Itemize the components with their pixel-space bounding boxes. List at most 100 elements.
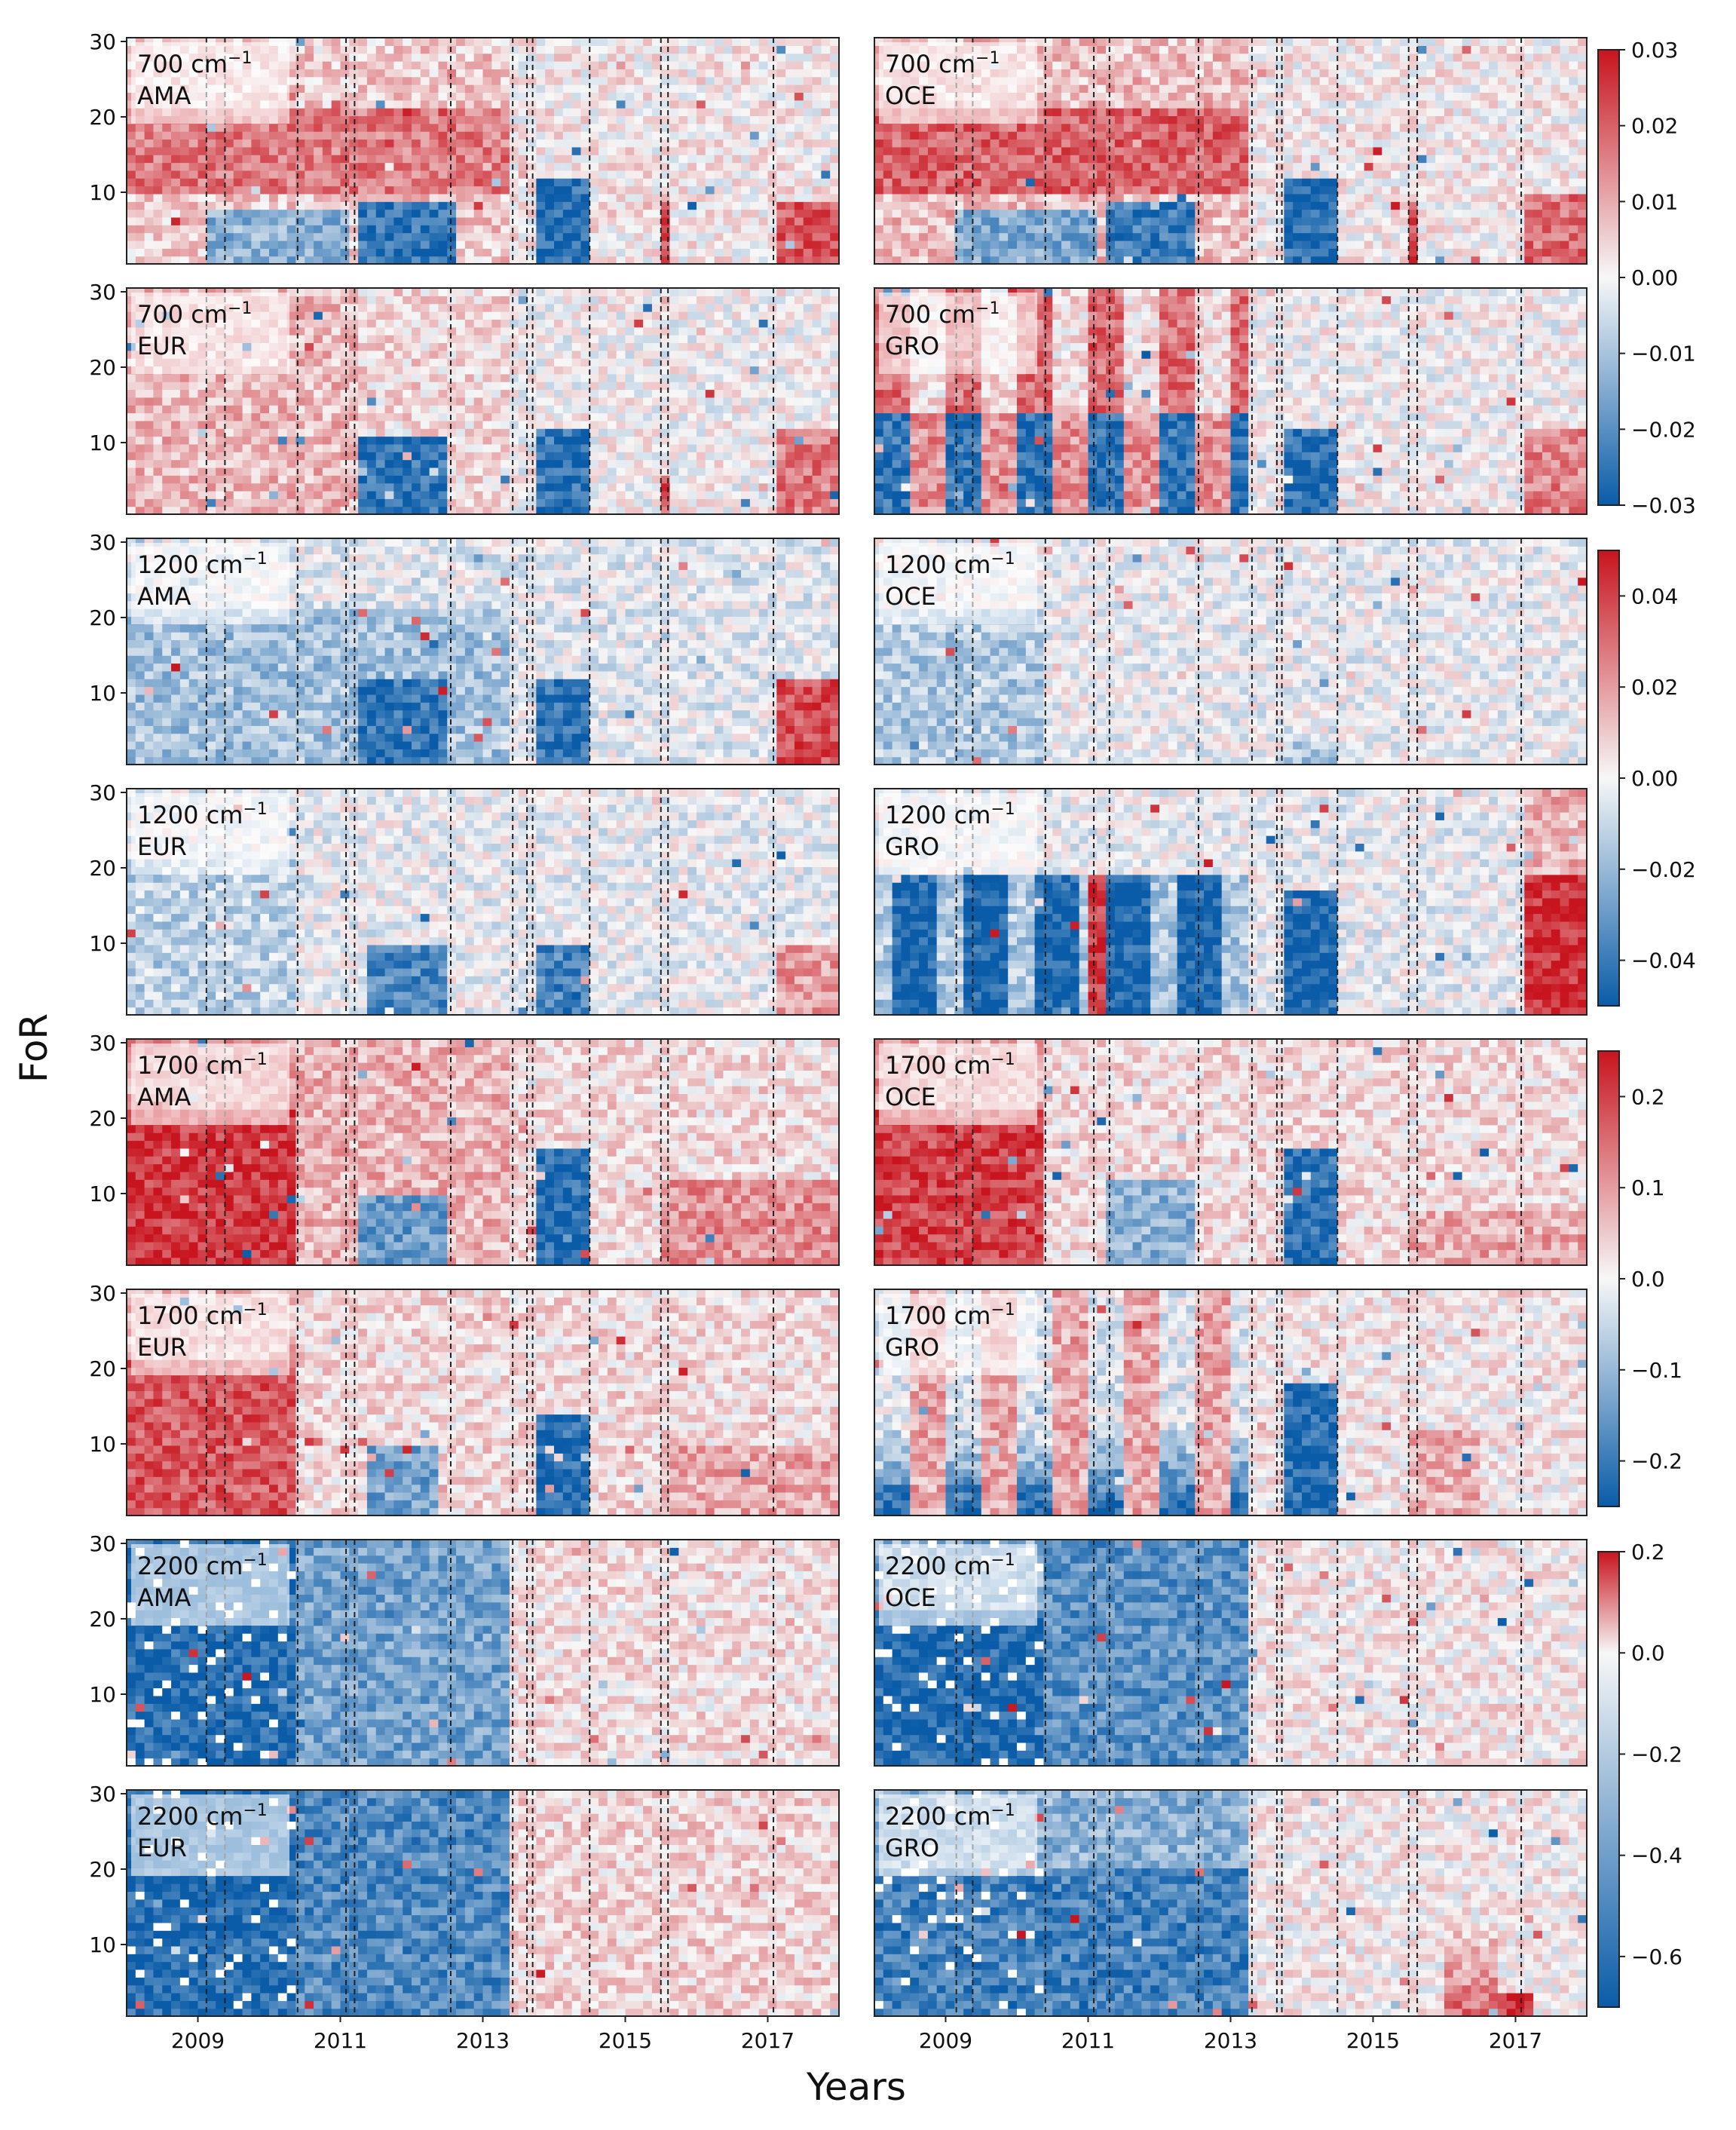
heatmap-cell [358,147,367,155]
heatmap-cell [260,201,269,210]
heatmap-cell [189,178,198,186]
heatmap-cell [376,77,385,85]
heatmap-cell [474,163,483,171]
heatmap-cell [207,163,216,171]
heatmap-cell [456,178,465,186]
heatmap-cell [332,225,341,233]
heatmap-cell [367,69,376,77]
heatmap-cell [447,147,456,155]
heatmap-cell [332,38,341,46]
heatmap-cell [447,225,456,233]
heatmap-cell [323,225,332,233]
heatmap-cell [358,170,367,179]
heatmap-cell [251,210,260,218]
heatmap-cell [421,84,430,93]
heatmap-cell [332,210,341,218]
heatmap-cell [430,139,439,147]
heatmap-cell [465,139,474,147]
heatmap-cell [225,210,234,218]
heatmap-cell [305,124,314,132]
heatmap-panels: 700 cm−1AMA102030700 cm−1OCE700 cm−1EUR1… [89,29,1587,2053]
heatmap-cell [341,210,350,218]
heatmap-cell [287,225,296,233]
heatmap-cell [323,77,332,85]
heatmap-cell [438,115,447,124]
heatmap-cell [180,233,189,241]
heatmap-cell [278,256,287,265]
heatmap-cell [385,38,394,46]
heatmap-cell [393,225,403,233]
heatmap-cell [430,69,439,77]
heatmap-cell [456,84,465,93]
heatmap-cell [465,155,474,163]
heatmap-cell [456,256,465,265]
heatmap-cell [260,124,269,132]
heatmap-cell [243,178,252,186]
heatmap-cell [323,248,332,256]
heatmap-cell [412,155,421,163]
heatmap-cell [447,115,456,124]
heatmap-cell [456,54,465,62]
heatmap-cell [216,210,225,218]
heatmap-cell [465,233,474,241]
heatmap-cell [332,147,341,155]
heatmap-cell [456,45,465,54]
heatmap-cell [430,201,439,210]
heatmap-cell [447,77,456,85]
heatmap-cell [314,61,323,69]
heatmap-cell [243,155,252,163]
heatmap-cell [412,54,421,62]
heatmap-cell [403,69,412,77]
heatmap-cell [438,124,447,132]
heatmap-cell [180,155,189,163]
heatmap-cell [207,256,216,265]
heatmap-cell [260,248,269,256]
heatmap-cell [332,186,341,195]
heatmap-cell [136,147,145,155]
heatmap-cell [403,100,412,109]
heatmap-cell [421,210,430,218]
heatmap-cell [385,233,394,241]
heatmap-cell [393,38,403,46]
heatmap-cell [305,147,314,155]
heatmap-cell [127,139,136,147]
heatmap-cell [412,186,421,195]
heatmap-cell [393,139,403,147]
heatmap-cell [465,69,474,77]
heatmap-cell [216,248,225,256]
heatmap-cell [341,163,350,171]
heatmap-cell [314,201,323,210]
heatmap-cell [430,163,439,171]
heatmap-cell [447,233,456,241]
heatmap-cell [393,201,403,210]
heatmap-cell [447,201,456,210]
heatmap-cell [171,124,180,132]
heatmap-cell [421,178,430,186]
heatmap-cell [287,194,296,202]
heatmap-cell [332,217,341,225]
heatmap-cell [171,248,180,256]
heatmap-cell [465,210,474,218]
heatmap-cell [127,201,136,210]
heatmap-cell [243,233,252,241]
heatmap-cell [216,170,225,179]
heatmap-cell [251,241,260,249]
heatmap-cell [323,139,332,147]
heatmap-cell [412,210,421,218]
heatmap-cell [430,248,439,256]
heatmap-cell [305,54,314,62]
heatmap-cell [376,186,385,195]
heatmap-cell [225,201,234,210]
heatmap-cell [180,201,189,210]
heatmap-cell [305,61,314,69]
heatmap-cell [367,84,376,93]
heatmap-cell [171,186,180,195]
heatmap-cell [438,210,447,218]
heatmap-cell [260,178,269,186]
heatmap-cell [385,178,394,186]
heatmap-cell [474,124,483,132]
heatmap-cell [385,241,394,249]
heatmap-cell [465,163,474,171]
heatmap-cell [323,155,332,163]
heatmap-cell [127,256,136,265]
